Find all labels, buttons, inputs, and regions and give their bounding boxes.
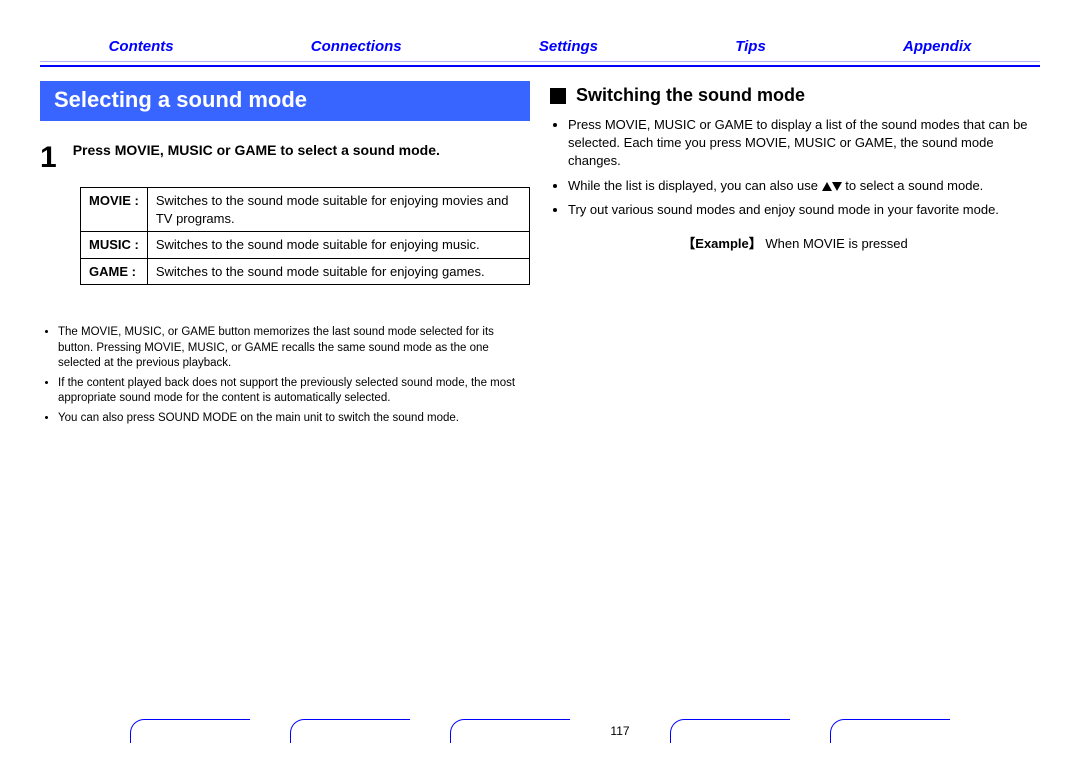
page-number: 117 bbox=[610, 724, 629, 738]
mode-key: MOVIE : bbox=[81, 188, 148, 232]
table-row: GAME : Switches to the sound mode suitab… bbox=[81, 258, 530, 285]
step-instruction: Press MOVIE, MUSIC or GAME to select a s… bbox=[73, 141, 530, 160]
page-footer: 117 bbox=[0, 719, 1080, 743]
list-item: Try out various sound modes and enjoy so… bbox=[568, 201, 1040, 219]
nav-arc-icon[interactable] bbox=[670, 719, 790, 743]
mode-table: MOVIE : Switches to the sound mode suita… bbox=[80, 187, 530, 285]
list-item: While the list is displayed, you can als… bbox=[568, 177, 1040, 195]
example-text: When MOVIE is pressed bbox=[765, 236, 907, 251]
nav-divider bbox=[40, 65, 1040, 67]
list-item: Press MOVIE, MUSIC or GAME to display a … bbox=[568, 116, 1040, 171]
step-number: 1 bbox=[40, 141, 57, 173]
content-area: Selecting a sound mode 1 Press MOVIE, MU… bbox=[0, 67, 1080, 430]
down-triangle-icon bbox=[832, 182, 842, 191]
section-heading-banner: Selecting a sound mode bbox=[40, 81, 530, 121]
nav-arc-icon[interactable] bbox=[830, 719, 950, 743]
notes-list: The MOVIE, MUSIC, or GAME button memoriz… bbox=[40, 325, 530, 426]
square-bullet-icon bbox=[550, 88, 566, 104]
up-triangle-icon bbox=[822, 182, 832, 191]
nav-arc-icon[interactable] bbox=[450, 719, 570, 743]
nav-arc-icon[interactable] bbox=[290, 719, 410, 743]
subsection-title: Switching the sound mode bbox=[576, 85, 805, 106]
right-column: Switching the sound mode Press MOVIE, MU… bbox=[550, 81, 1040, 430]
bullet-text-prefix: While the list is displayed, you can als… bbox=[568, 178, 822, 193]
nav-arc-icon[interactable] bbox=[130, 719, 250, 743]
footer-nav-right bbox=[670, 719, 950, 743]
nav-link-connections[interactable]: Connections bbox=[311, 38, 402, 55]
table-row: MOVIE : Switches to the sound mode suita… bbox=[81, 188, 530, 232]
nav-link-settings[interactable]: Settings bbox=[539, 38, 598, 55]
list-item: If the content played back does not supp… bbox=[58, 376, 530, 407]
mode-key: GAME : bbox=[81, 258, 148, 285]
top-nav: Contents Connections Settings Tips Appen… bbox=[0, 0, 1080, 65]
list-item: The MOVIE, MUSIC, or GAME button memoriz… bbox=[58, 325, 530, 372]
example-caption: 【Example】 When MOVIE is pressed bbox=[550, 233, 1040, 252]
step-row: 1 Press MOVIE, MUSIC or GAME to select a… bbox=[40, 141, 530, 173]
table-row: MUSIC : Switches to the sound mode suita… bbox=[81, 232, 530, 259]
nav-link-tips[interactable]: Tips bbox=[735, 38, 766, 55]
left-column: Selecting a sound mode 1 Press MOVIE, MU… bbox=[40, 81, 530, 430]
list-item: You can also press SOUND MODE on the mai… bbox=[58, 411, 530, 427]
mode-desc: Switches to the sound mode suitable for … bbox=[147, 188, 529, 232]
footer-nav-left bbox=[130, 719, 570, 743]
nav-link-contents[interactable]: Contents bbox=[109, 38, 174, 55]
nav-link-appendix[interactable]: Appendix bbox=[903, 38, 971, 55]
mode-key: MUSIC : bbox=[81, 232, 148, 259]
subsection-heading: Switching the sound mode bbox=[550, 85, 1040, 106]
example-label: 【Example】 bbox=[682, 236, 761, 251]
bullet-text-suffix: to select a sound mode. bbox=[845, 178, 983, 193]
bullet-list: Press MOVIE, MUSIC or GAME to display a … bbox=[568, 116, 1040, 219]
mode-desc: Switches to the sound mode suitable for … bbox=[147, 258, 529, 285]
mode-desc: Switches to the sound mode suitable for … bbox=[147, 232, 529, 259]
